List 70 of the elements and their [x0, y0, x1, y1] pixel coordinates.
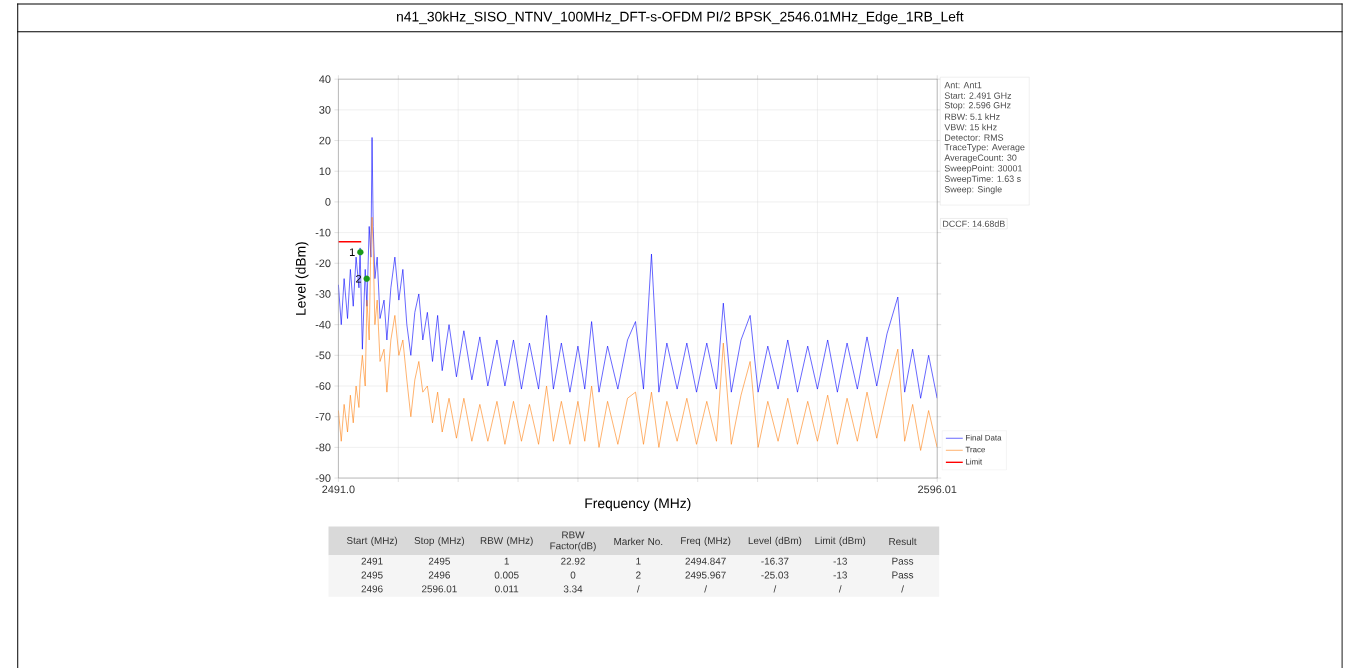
text: Freq (MHz)	[681, 536, 731, 546]
annotation: 2	[356, 274, 362, 283]
text: Detector: RMS	[945, 134, 1004, 141]
text: 0.005	[494, 571, 519, 579]
text: 2495	[361, 571, 383, 579]
text: Start (MHz)	[346, 536, 398, 546]
text: Sweep: Single	[944, 185, 1002, 195]
text: 0.011	[495, 585, 519, 593]
text: VBW: 15 kHz	[944, 123, 997, 131]
y-tick-label: 10	[319, 167, 331, 176]
y-tick-label: -60	[315, 382, 331, 390]
y-tick-label: -10	[315, 228, 331, 237]
text: SweepTime: 1.63 s	[944, 175, 1021, 184]
y-axis-title: Level (dBm)	[295, 242, 309, 315]
text: Limit (dBm)	[815, 536, 866, 546]
line-series	[338, 137, 938, 399]
text: 3.34	[563, 585, 583, 593]
text: DCCF: 14.68dB	[943, 220, 1005, 227]
text: 1	[504, 557, 509, 565]
x-tick-label: 2491.0	[322, 485, 355, 494]
y-tick-label: 0	[325, 198, 331, 206]
text: TraceType: Average	[944, 144, 1025, 152]
text: RBW: 5.1 kHz	[945, 113, 1000, 120]
text: 2491	[361, 557, 383, 565]
y-tick-label: -70	[315, 412, 331, 421]
text: /	[704, 585, 707, 593]
annotation: 1	[349, 248, 355, 256]
text: 2496	[361, 585, 383, 593]
text: /	[838, 585, 842, 593]
x-axis-title: Frequency (MHz)	[585, 497, 691, 511]
text: -25.03	[761, 571, 789, 579]
text: /	[636, 585, 640, 593]
y-tick-label: -40	[315, 320, 331, 329]
chart-title: n41_30kHz_SISO_NTNV_100MHz_DFT-s-OFDM PI/2 BPSK_2546.01MHz_Edge_1RB_Left	[396, 11, 964, 25]
y-tick-label: -30	[315, 290, 331, 298]
text: Ant: Ant1	[944, 81, 982, 89]
text: 1	[636, 557, 641, 565]
text: 2496	[428, 571, 450, 579]
y-tick-label: -50	[315, 351, 331, 360]
text: SweepPoint: 30001	[944, 164, 1022, 174]
text: 2494.847	[685, 557, 726, 565]
text: -13	[833, 557, 847, 565]
y-tick-label: 30	[319, 105, 331, 114]
y-tick-label: 20	[319, 136, 331, 145]
text: Start: 2.491 GHz	[944, 92, 1012, 99]
text: RBW (MHz)	[480, 536, 533, 546]
y-tick-label: 40	[319, 75, 331, 83]
text: 2495.967	[685, 571, 726, 579]
text: Pass	[892, 557, 914, 565]
y-tick-label: -20	[315, 259, 331, 268]
text: /	[901, 585, 904, 593]
text: AverageCount: 30	[944, 154, 1017, 163]
text: 2596.01	[421, 585, 457, 593]
line-series	[338, 216, 938, 451]
text: 2	[636, 571, 641, 579]
y-tick-label: -90	[315, 474, 331, 482]
text: Stop: 2.596 GHz	[944, 102, 1011, 111]
text: RBW Factor(dB)	[550, 531, 596, 552]
text: 2495	[428, 557, 450, 565]
text: Level (dBm)	[748, 536, 802, 546]
text: Result	[889, 537, 917, 545]
text: /	[773, 585, 777, 593]
text: Marker No.	[614, 537, 663, 545]
text: 0	[570, 571, 576, 579]
text: Stop (MHz)	[414, 536, 465, 546]
text: Pass	[892, 571, 914, 579]
y-tick-label: -80	[315, 443, 331, 452]
text: 22.92	[561, 557, 585, 565]
text: -16.37	[761, 557, 789, 565]
text: -13	[833, 571, 847, 579]
